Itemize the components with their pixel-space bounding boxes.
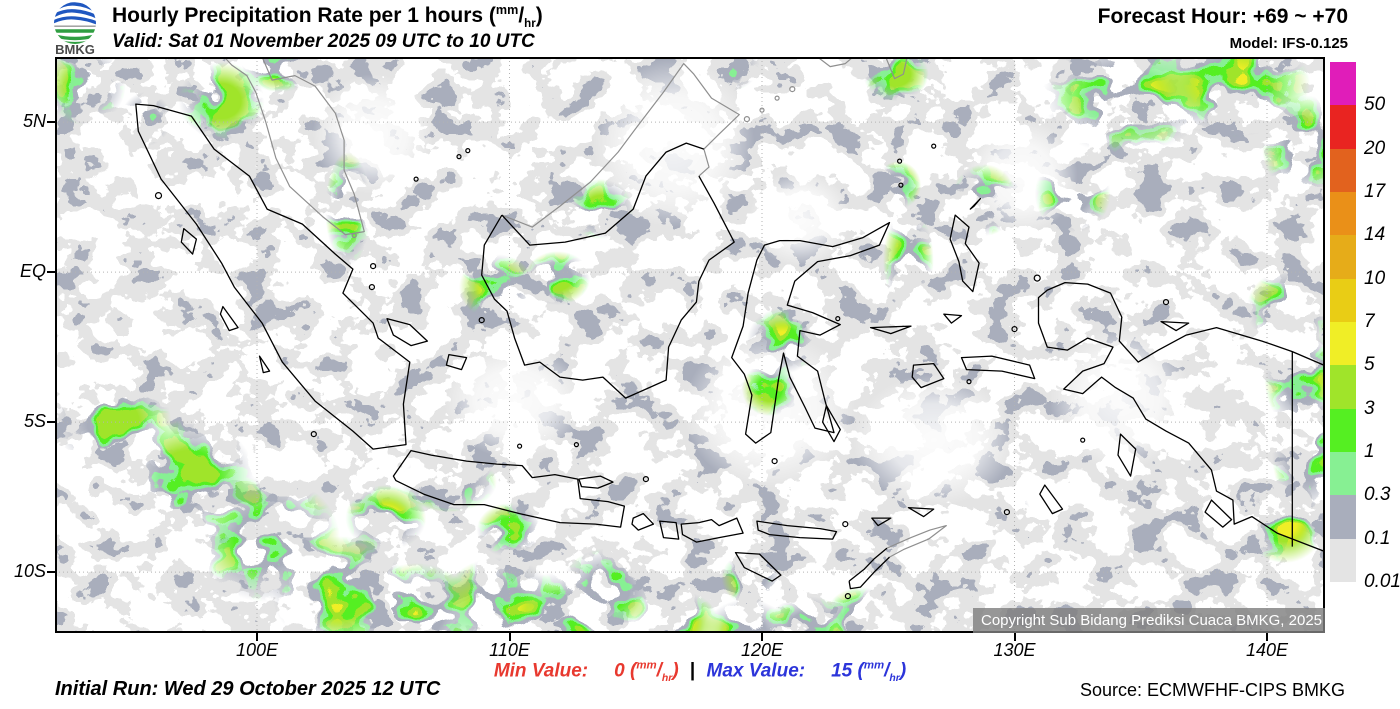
max-unit: (mm/hr) (857, 660, 907, 685)
axis-tick (256, 633, 258, 641)
min-value: 0 (614, 660, 625, 682)
legend-value-label: 3 (1364, 397, 1375, 419)
color-scale-legend (1330, 62, 1356, 582)
copyright-watermark: Copyright Sub Bidang Prediksi Cuaca BMKG… (973, 608, 1325, 633)
legend-value-label: 50 (1364, 94, 1386, 116)
legend-color-swatch (1330, 105, 1356, 149)
coastlines-layer (135, 56, 1325, 600)
separator: | (689, 660, 696, 682)
x-axis-label: 130E (993, 640, 1036, 660)
logo-divider (54, 25, 96, 27)
legend-color-swatch (1330, 148, 1356, 192)
legend-value-label: 0.01 (1364, 571, 1400, 592)
legend-value-label: 0.1 (1364, 527, 1391, 549)
logo-green-stripe (54, 34, 96, 41)
legend-color-swatch (1330, 235, 1356, 279)
legend-value-label: 17 (1364, 181, 1386, 202)
legend-value-label: 7 (1364, 311, 1375, 332)
title-unit: (mm/hr) (488, 3, 543, 31)
initial-run-label: Initial Run: Wed 29 October 2025 12 UTC (55, 678, 441, 700)
legend-color-swatch (1330, 408, 1356, 452)
valid-range-label: Valid: Sat 01 November 2025 09 UTC to 10… (112, 31, 535, 52)
precipitation-layer (55, 57, 1325, 633)
legend-value-label: 1 (1364, 441, 1375, 462)
map-canvas (55, 56, 1325, 633)
x-axis-label: 110E (489, 640, 530, 660)
logo-blue-wave (54, 16, 96, 25)
x-axis-label: 120E (740, 640, 784, 660)
legend-color-swatch (1330, 451, 1356, 496)
logo-wordmark: BMKG (55, 42, 95, 56)
x-axis-label: 100E (235, 640, 279, 660)
x-axis-label: 140E (1245, 640, 1289, 660)
model-label: Model: IFS-0.125 (1229, 35, 1348, 52)
min-value-label: Min Value: (493, 660, 589, 682)
legend-value-label: 10 (1364, 267, 1386, 289)
max-value: 15 (831, 660, 853, 682)
axis-tick (47, 421, 55, 424)
map-border (55, 57, 1325, 633)
min-max-line: Min Value: 0 (mm/hr) | Max Value: 15 (mm/h… (0, 660, 1400, 684)
legend-color-swatch (1330, 365, 1356, 409)
axis-tick (47, 271, 55, 274)
legend-color-swatch (1330, 495, 1356, 539)
legend-value-label: 0.3 (1364, 484, 1391, 506)
bmkg-logo: BMKG (54, 2, 96, 56)
graticule (55, 57, 1325, 633)
legend-value-label: 5 (1364, 354, 1375, 376)
legend-color-swatch (1330, 278, 1356, 322)
y-axis-label: 5S (23, 411, 46, 432)
axis-tick (761, 633, 763, 641)
axis-tick (1013, 633, 1016, 641)
page-title: Hourly Precipitation Rate per 1 hours (m… (112, 3, 543, 30)
y-axis-label: 5N (22, 111, 46, 132)
legend-color-swatch (1330, 538, 1356, 582)
legend-color-swatch (1330, 321, 1356, 366)
page-title-text: Hourly Precipitation Rate per 1 hours (112, 4, 489, 27)
source-label: Source: ECMWFHF-CIPS BMKG (1079, 680, 1345, 700)
axis-tick (47, 121, 55, 124)
y-axis-label: EQ (19, 261, 46, 282)
axis-tick (508, 633, 511, 641)
logo-blue-wave (54, 9, 96, 19)
max-value-label: Max Value: (706, 660, 806, 682)
legend-value-label: 20 (1364, 137, 1386, 159)
forecast-hour-label: Forecast Hour: +69 ~ +70 (1097, 5, 1348, 28)
axis-tick (47, 571, 55, 574)
legend-value-label: 14 (1364, 224, 1386, 246)
axis-tick (1266, 633, 1268, 641)
legend-color-swatch (1330, 62, 1356, 106)
precipitation-map (55, 56, 1325, 633)
legend-color-swatch (1330, 191, 1356, 236)
min-unit: (mm/hr) (630, 660, 679, 685)
y-axis-label: 10S (13, 561, 46, 582)
